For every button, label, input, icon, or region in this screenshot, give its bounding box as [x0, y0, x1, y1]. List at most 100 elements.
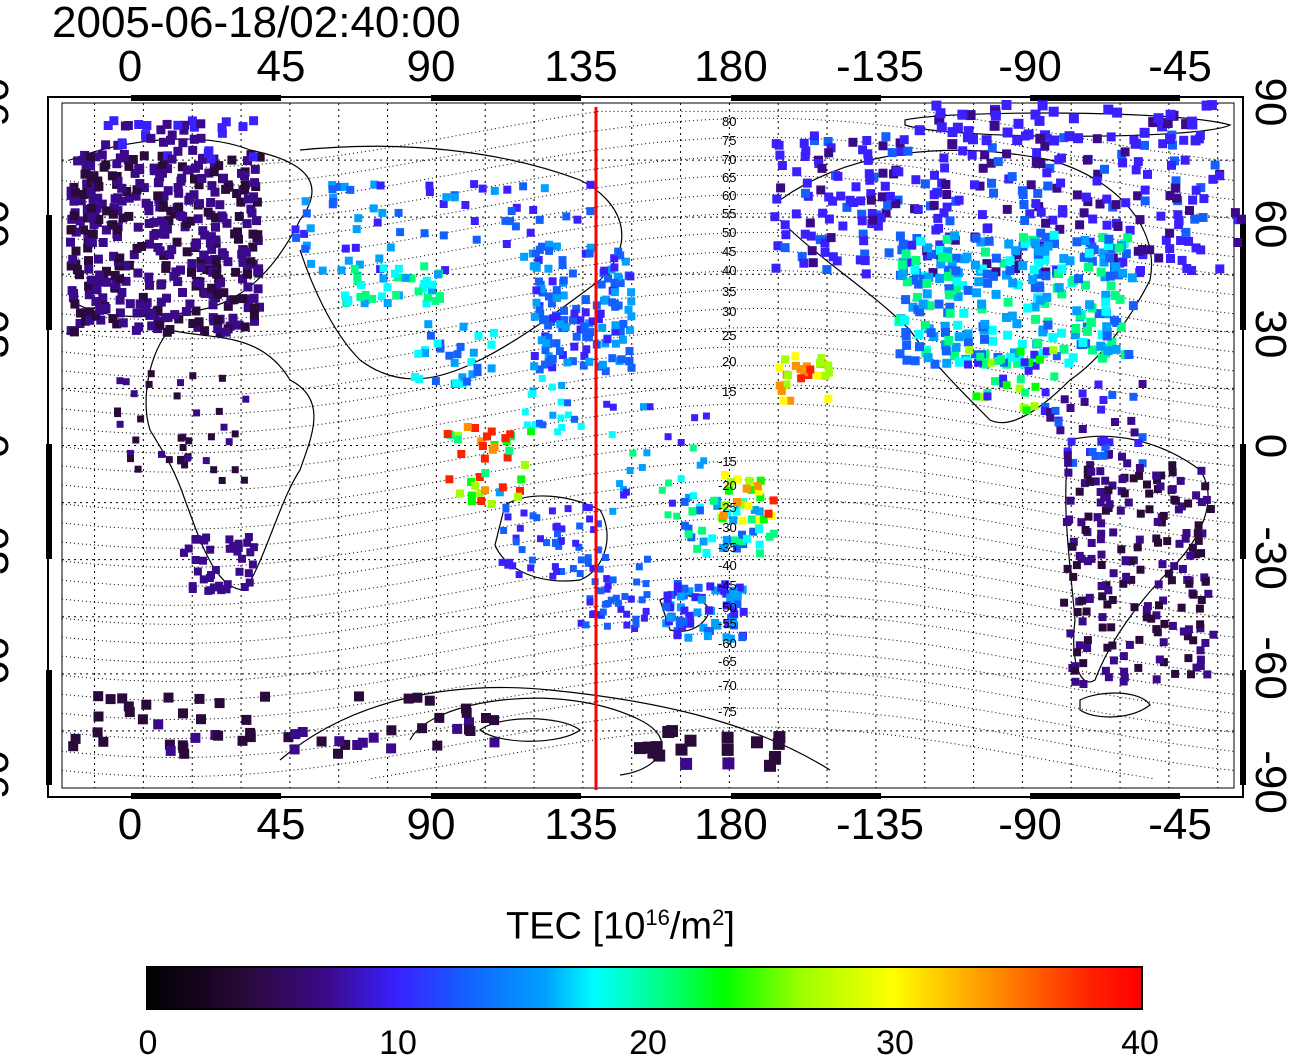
tec-cell [935, 240, 945, 250]
contour-label: -35 [718, 540, 737, 555]
tec-cell [81, 160, 91, 170]
tec-cell [849, 198, 859, 207]
tec-cell [219, 173, 228, 183]
tec-cell [335, 183, 344, 191]
tec-cell [532, 298, 541, 307]
tec-cell [1031, 314, 1041, 324]
tec-cell [502, 240, 511, 248]
tec-cell [1080, 236, 1090, 245]
tec-cell [200, 326, 210, 336]
tec-cell [680, 584, 689, 593]
tec-cell [576, 522, 584, 530]
tec-cell [612, 594, 620, 602]
tec-cell [117, 693, 128, 704]
tec-cell [1180, 155, 1190, 165]
tec-cell [240, 180, 250, 190]
colorbar-title-unit: /m [669, 905, 713, 948]
tec-cell [1168, 140, 1177, 150]
tec-cell [1059, 133, 1069, 143]
tec-cell [557, 414, 565, 422]
tec-cell [1118, 475, 1127, 484]
tec-cell [185, 299, 195, 309]
tec-cell [458, 373, 467, 382]
tec-cell [89, 171, 99, 181]
tec-cell [1097, 561, 1106, 569]
tec-cell [944, 335, 954, 345]
tec-cell [585, 357, 594, 366]
tec-cell [816, 185, 826, 195]
tec-cell [616, 480, 624, 488]
tec-cell [1097, 437, 1106, 446]
tec-cell [1142, 613, 1151, 622]
tec-cell [297, 727, 308, 737]
tec-cell [900, 315, 910, 325]
contour-line [61, 612, 1235, 682]
tec-cell [234, 234, 243, 244]
tec-cell [557, 538, 565, 545]
tec-cell [248, 242, 258, 252]
tec-map: 8075706560555045403530252015-15-20-25-30… [46, 95, 1246, 799]
tec-cell [98, 238, 108, 247]
tec-cell [1073, 133, 1084, 144]
tec-cell [548, 363, 557, 372]
tec-cell [972, 288, 981, 298]
tec-cell [1031, 361, 1040, 370]
tec-cell [640, 403, 647, 411]
tec-cell [1161, 235, 1171, 245]
tec-cell [207, 283, 217, 293]
tec-cell [204, 586, 213, 595]
tec-cell [498, 558, 506, 566]
tec-cell [1093, 513, 1102, 522]
tec-cell [609, 507, 617, 515]
tec-cell [1118, 268, 1128, 278]
tec-cell [218, 374, 226, 382]
tec-cell [626, 272, 635, 281]
tec-cell [935, 274, 945, 283]
tec-cell [586, 328, 595, 337]
tec-cell [617, 355, 626, 364]
tec-cell [243, 194, 253, 204]
tec-cell [137, 415, 145, 423]
contour-line [61, 536, 1235, 606]
contour-line [61, 555, 1235, 625]
tec-cell [503, 185, 512, 194]
tec-cell [1206, 100, 1217, 111]
tec-cell [442, 193, 451, 202]
tec-cell [112, 225, 122, 235]
tec-cell [436, 344, 445, 353]
tec-cell [219, 288, 229, 298]
tec-cell [344, 256, 353, 265]
tec-cell [738, 500, 747, 509]
tec-cell [1102, 194, 1112, 204]
tec-cell [88, 195, 98, 205]
tec-cell [1005, 353, 1015, 363]
tec-cell [942, 358, 952, 368]
tec-cell [773, 731, 786, 744]
tec-cell [1120, 667, 1129, 676]
tec-cell [632, 620, 640, 628]
tec-cell [1194, 536, 1203, 545]
tec-cell [495, 488, 504, 497]
tec-cell [729, 586, 738, 595]
tec-cell [1165, 109, 1176, 120]
tec-cell [1073, 608, 1082, 616]
tec-cell [951, 342, 961, 352]
tec-cell [217, 248, 227, 258]
tec-cell [555, 542, 563, 550]
tec-cell [1133, 191, 1143, 201]
tec-cell [638, 596, 646, 604]
tec-cell [1179, 627, 1188, 636]
tec-cell [1078, 389, 1087, 398]
tec-cell [771, 263, 781, 273]
tec-cell [192, 535, 201, 543]
tec-cell [1067, 437, 1076, 446]
tec-cell [467, 358, 476, 367]
colorbar-tick: 20 [629, 1024, 667, 1062]
tec-cell [529, 390, 537, 398]
tec-cell [217, 123, 227, 133]
tec-cell [913, 205, 923, 214]
tec-cell [1074, 274, 1083, 284]
contour-label: 25 [722, 328, 736, 343]
tec-cell [75, 270, 84, 280]
tec-cell [699, 537, 708, 546]
